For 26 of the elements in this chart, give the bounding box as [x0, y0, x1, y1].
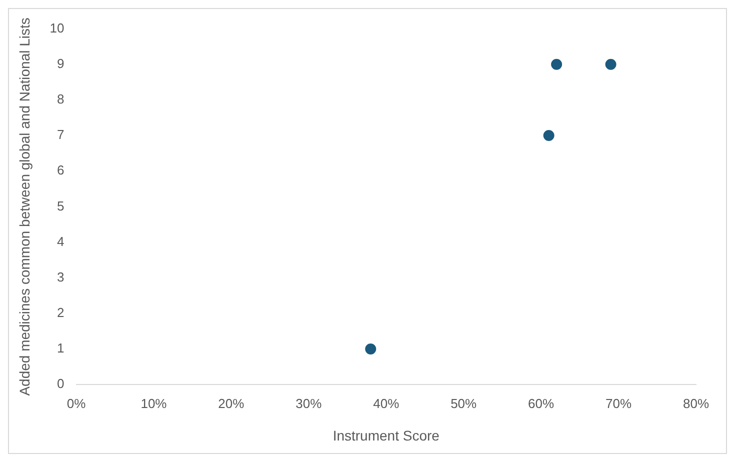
x-tick-label: 40%	[373, 396, 400, 411]
y-tick-label: 7	[57, 127, 64, 142]
x-tick-label: 80%	[682, 396, 710, 411]
y-tick-label: 5	[57, 198, 64, 214]
x-tick-label: 70%	[606, 396, 632, 411]
y-tick-label: 9	[57, 56, 64, 71]
y-tick-label: 6	[57, 162, 64, 178]
x-tick-label: 30%	[296, 396, 322, 411]
point	[365, 344, 376, 355]
y-tick-label: 2	[57, 305, 64, 320]
x-tick-label: 20%	[218, 396, 245, 411]
x-tick-label: 0%	[66, 396, 86, 411]
y-axis-title: Added medicines common between global and National Lists	[16, 18, 32, 396]
y-tick-label: 8	[57, 92, 64, 107]
y-tick-label: 3	[57, 269, 64, 284]
x-axis-title: Instrument Score	[332, 427, 440, 444]
y-tick-label: 4	[57, 234, 64, 249]
y-tick-label: 0	[57, 376, 64, 392]
x-tick-label: 10%	[140, 396, 168, 411]
x-tick-label: 60%	[528, 396, 555, 411]
point	[543, 130, 554, 142]
y-tick-label: 10	[50, 20, 64, 36]
y-tick-label: 1	[57, 340, 64, 356]
point	[551, 58, 562, 70]
x-tick-label: 50%	[450, 396, 478, 411]
point	[605, 58, 616, 70]
